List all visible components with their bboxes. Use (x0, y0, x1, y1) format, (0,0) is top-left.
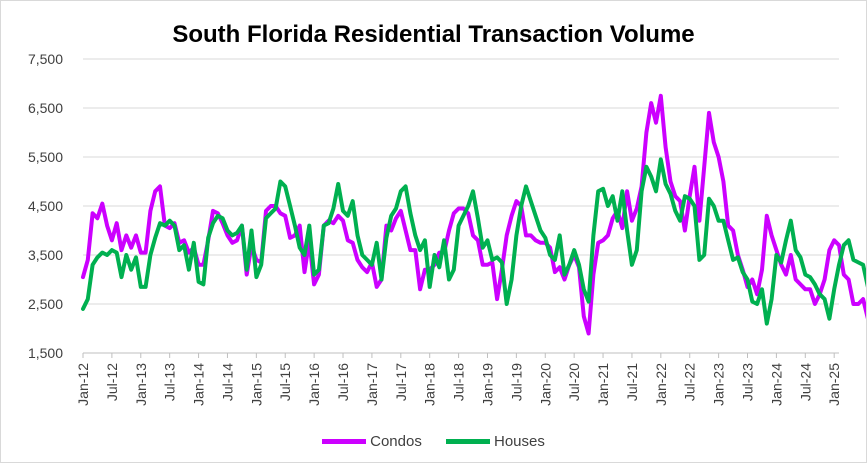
x-tick-label: Jul-13 (162, 363, 178, 401)
x-tick-label: Jul-17 (393, 363, 409, 401)
x-tick-label: Jan-12 (75, 363, 91, 406)
x-tick-label: Jul-19 (508, 363, 524, 401)
x-tick-label: Jan-13 (133, 363, 149, 406)
x-tick-label: Jan-14 (191, 363, 207, 406)
series-line-houses (81, 157, 866, 326)
x-tick-label: Jan-23 (711, 363, 727, 406)
chart-title: South Florida Residential Transaction Vo… (172, 21, 695, 48)
x-tick-label: Jul-24 (797, 363, 813, 401)
y-tick-label: 1,500 (28, 345, 63, 361)
x-tick-label: Jul-16 (335, 363, 351, 401)
legend-swatch-houses (446, 439, 490, 444)
x-tick-label: Jul-14 (219, 363, 235, 401)
x-tick-label: Jan-22 (653, 363, 669, 406)
legend-item-houses: Houses (446, 433, 545, 450)
y-tick-label: 3,500 (28, 247, 63, 263)
x-tick-label: Jan-19 (479, 363, 495, 406)
y-tick-label: 4,500 (28, 198, 63, 214)
x-tick-label: Jul-12 (104, 363, 120, 401)
chart-legend: Condos Houses (1, 431, 866, 450)
x-tick-label: Jan-20 (537, 363, 553, 406)
legend-swatch-condos (322, 439, 367, 444)
y-tick-label: 6,500 (28, 100, 63, 116)
legend-label-houses: Houses (494, 433, 545, 450)
x-tick-label: Jul-23 (740, 363, 756, 401)
y-tick-label: 2,500 (28, 296, 63, 312)
x-tick-label: Jan-16 (306, 363, 322, 406)
x-tick-label: Jan-15 (248, 363, 264, 406)
x-tick-label: Jan-18 (422, 363, 438, 406)
y-tick-label: 7,500 (28, 51, 63, 67)
x-tick-label: Jul-20 (566, 363, 582, 401)
x-tick-label: Jan-24 (768, 363, 784, 406)
x-tick-label: Jul-15 (277, 363, 293, 401)
legend-item-condos: Condos (322, 433, 422, 450)
x-tick-label: Jul-21 (624, 363, 640, 401)
x-tick-label: Jul-22 (682, 363, 698, 401)
x-tick-label: Jan-21 (595, 363, 611, 406)
legend-label-condos: Condos (370, 433, 422, 450)
x-tick-label: Jul-18 (451, 363, 467, 401)
y-tick-label: 5,500 (28, 149, 63, 165)
x-tick-label: Jan-25 (826, 363, 842, 406)
x-tick-label: Jan-17 (364, 363, 380, 406)
series-line-condos (81, 93, 866, 336)
